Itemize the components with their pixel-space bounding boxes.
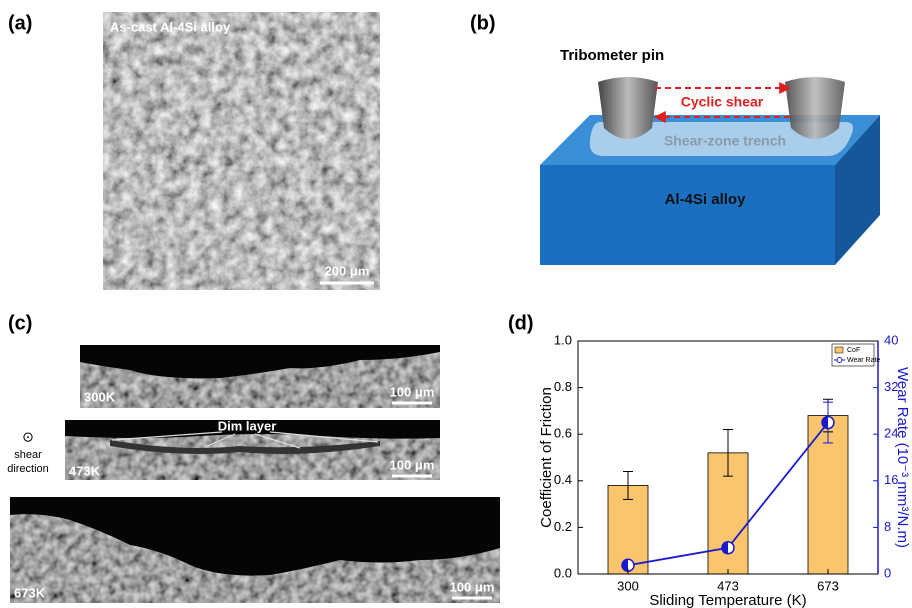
panel-label: (b) xyxy=(470,12,496,34)
material-label: Al-4Si alloy xyxy=(665,191,747,208)
scale-label: 100 μm xyxy=(450,579,495,594)
temp-label: 473K xyxy=(69,463,101,478)
x-tick-label: 673 xyxy=(817,578,839,593)
temp-label: 300K xyxy=(84,389,116,404)
temp-label: 673K xyxy=(14,585,46,600)
scale-label: 100 μm xyxy=(390,384,435,399)
direction-text: direction xyxy=(7,463,49,475)
caption: As-cast Al-4Si alloy xyxy=(110,19,231,34)
panel-label: (a) xyxy=(8,12,32,34)
y-tick-label: 0.0 xyxy=(554,565,572,580)
annotation: Dim layer xyxy=(218,418,277,433)
legend-label: Wear Rate xyxy=(847,357,880,364)
y-tick-label: 0.4 xyxy=(554,472,572,487)
page: {"panel_a": {"label": "(a)", "caption": … xyxy=(0,0,912,608)
pin xyxy=(785,77,845,139)
panel-label: (c) xyxy=(8,312,32,334)
scale-label: 200 μm xyxy=(325,263,370,278)
panel-label: (d) xyxy=(508,312,534,334)
motion-label: Cyclic shear xyxy=(681,94,764,110)
direction-text: shear xyxy=(14,449,42,461)
y-axis-title: Coefficient of Friction xyxy=(538,387,555,528)
x-tick-label: 300 xyxy=(617,578,639,593)
pin-label: Tribometer pin xyxy=(560,47,664,64)
micrograph xyxy=(103,12,380,290)
scale-label: 100 μm xyxy=(390,457,435,472)
y-tick-label: 0.2 xyxy=(554,519,572,534)
y2-tick-label: 0 xyxy=(884,565,891,580)
y2-tick-label: 8 xyxy=(884,519,891,534)
y2-tick-label: 40 xyxy=(884,332,898,347)
x-axis-title: Sliding Temperature (K) xyxy=(649,592,806,608)
y2-axis-title: Wear Rate (10⁻³ mm³/N.m) xyxy=(894,367,911,548)
y-tick-label: 0.8 xyxy=(554,379,572,394)
figure: (a) As-cast Al-4Si alloy 200 μm (b) Trib… xyxy=(0,0,912,608)
direction-symbol: ⊙ xyxy=(22,429,34,445)
block-front xyxy=(540,165,835,265)
legend-swatch xyxy=(837,358,842,363)
y-tick-label: 1.0 xyxy=(554,332,572,347)
legend-swatch xyxy=(835,347,843,353)
y-tick-label: 0.6 xyxy=(554,426,572,441)
legend-label: CoF xyxy=(847,347,860,354)
pin xyxy=(598,77,658,139)
trench-label: Shear-zone trench xyxy=(664,133,786,149)
